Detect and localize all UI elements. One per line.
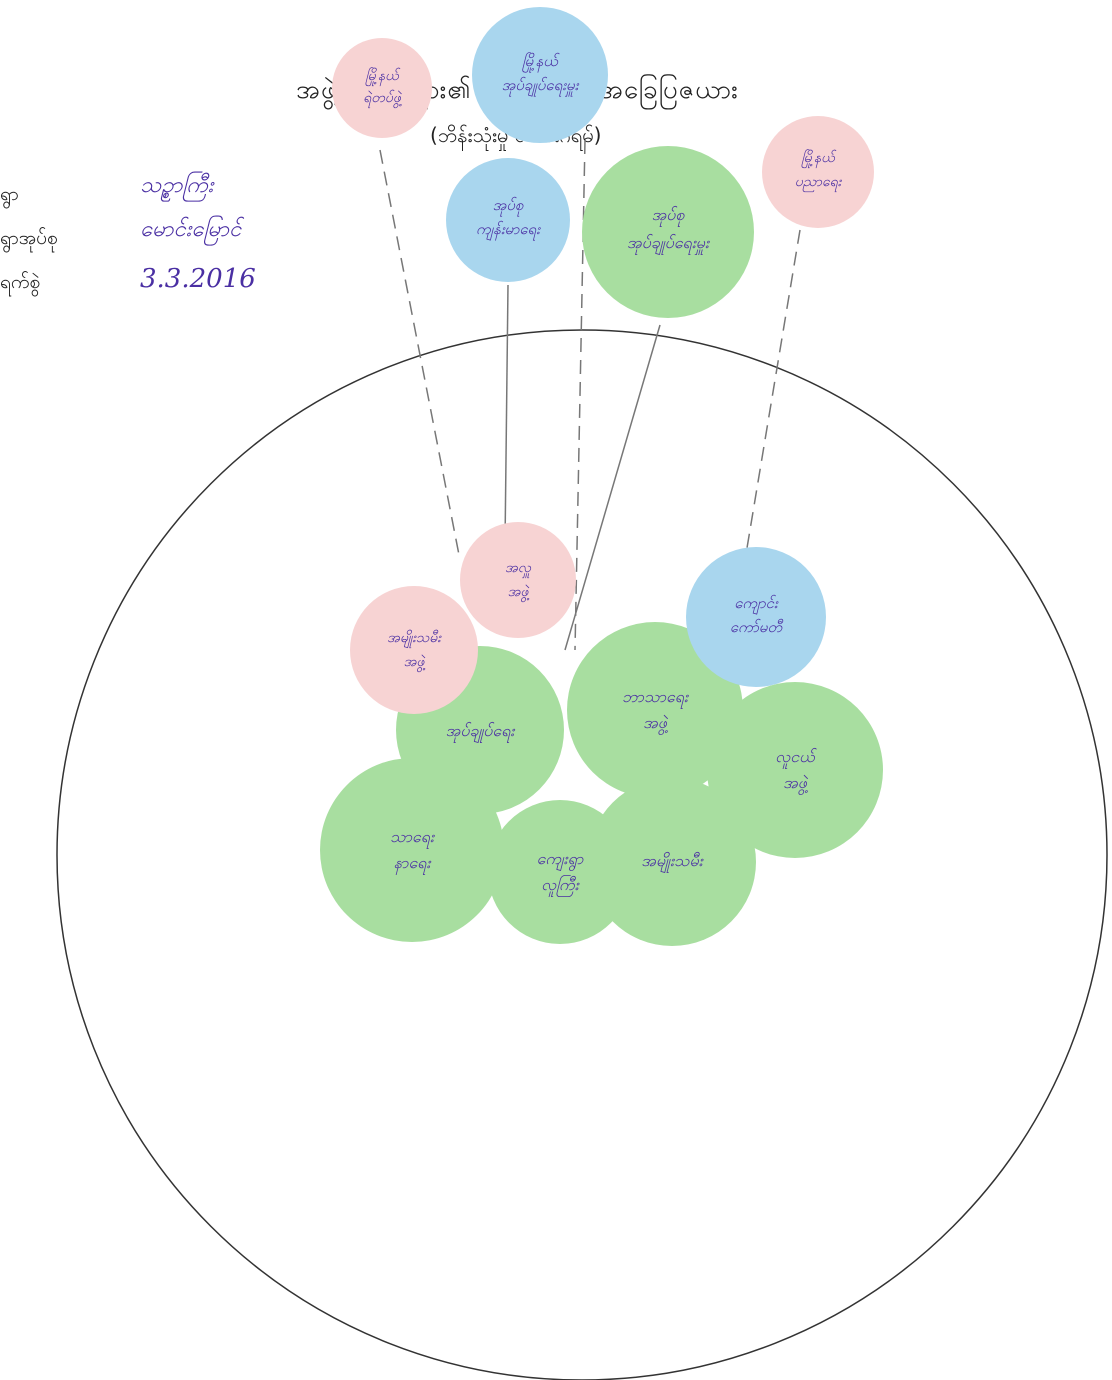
circle-in-2-label-2: အဖွဲ့ (404, 654, 426, 673)
link-line-ext-5 (744, 229, 801, 561)
circle-ext-2: မြို့နယ် အုပ်ချုပ်ရေးမှူး (472, 7, 608, 143)
circle-in-5-label-2: အဖွဲ့ (643, 713, 668, 736)
circle-in-7-label-2: နာရေး (394, 853, 432, 876)
village-value: သဥ္စာကြီး (140, 173, 214, 198)
circle-in-8-label-1: ကျေးရွာ (537, 849, 584, 872)
circle-ext-4-label-2: အုပ်ချုပ်ရေးမှူး (627, 233, 710, 256)
circle-in-9-label-1: အမျိုးသမီး (641, 851, 703, 874)
circle-ext-5-label-1: မြို့နယ် (801, 148, 837, 169)
circle-in-3-label-2: ကော်မတီ (730, 618, 783, 636)
date-label: ရက်စွဲ (0, 271, 41, 293)
circle-in-1-label-2: အဖွဲ့ (508, 584, 530, 603)
circle-ext-4-label-1: အုပ်စု (652, 205, 686, 228)
circle-ext-1-label-2: ရဲတပ်ဖွဲ့ (363, 89, 402, 109)
circle-in-9: အမျိုးသမီး (588, 778, 756, 946)
circle-ext-4: အုပ်စု အုပ်ချုပ်ရေးမှူး (582, 146, 754, 318)
village-tract-label: ရွာအုပ်စု (0, 227, 58, 249)
circle-ext-1: မြို့နယ် ရဲတပ်ဖွဲ့ (332, 38, 432, 138)
link-line-ext-3 (504, 284, 509, 546)
circle-in-6-label-1: လူငယ် (775, 747, 817, 770)
circle-in-4-label-1: အုပ်ချုပ်ရေး (446, 721, 516, 744)
circle-in-5: ဘာသာရေး အဖွဲ့ (567, 622, 743, 798)
village-label: ရွာ (0, 183, 19, 205)
circle-in-6-label-2: အဖွဲ့ (783, 773, 808, 796)
village-tract-value: မောင်းမြောင် (140, 217, 242, 242)
circle-in-6: လူငယ် အဖွဲ့ (707, 682, 883, 858)
circle-in-3: ကျောင်း ကော်မတီ (686, 547, 826, 687)
link-line-ext-1 (379, 149, 461, 561)
circle-ext-3-label-1: အုပ်စု (493, 196, 524, 217)
community-boundary-circle (56, 329, 1108, 1380)
link-line-ext-4 (564, 324, 661, 651)
date-value: 3.3.2016 (140, 264, 256, 294)
circle-in-3-label-1: ကျောင်း (734, 594, 779, 615)
circle-in-5-label-1: ဘာသာရေး (622, 687, 689, 710)
link-line-ext-2 (574, 139, 586, 651)
circle-ext-5-label-2: ပညာရေး (795, 174, 843, 193)
circle-in-8-label-2: လူကြီး (541, 875, 579, 898)
circle-ext-3: အုပ်စု ကျန်းမာရေး (446, 158, 570, 282)
circle-in-1: အလှူ အဖွဲ့ (460, 522, 576, 638)
circle-ext-3-label-2: ကျန်းမာရေး (476, 220, 541, 241)
circle-ext-2-label-1: မြို့နယ် (522, 52, 560, 73)
circle-in-1-label-1: အလှူ (505, 560, 532, 579)
circle-ext-5: မြို့နယ် ပညာရေး (762, 116, 874, 228)
circle-in-2: အမျိုးသမီး အဖွဲ့ (350, 586, 478, 714)
circle-in-2-label-1: အမျိုးသမီး (387, 629, 442, 649)
circle-in-7-label-1: သာရေး (390, 827, 435, 850)
circle-ext-1-label-1: မြို့နယ် (365, 66, 401, 87)
circle-ext-2-label-2: အုပ်ချုပ်ရေးမှူး (502, 76, 580, 97)
